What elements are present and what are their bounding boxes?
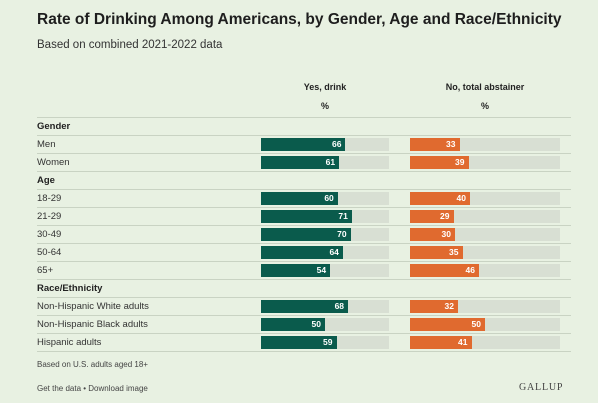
links-bar: Get the data • Download image	[37, 384, 148, 393]
row-divider	[37, 297, 571, 298]
bar-yes-drink	[261, 138, 346, 151]
gallup-logo: GALLUP	[519, 382, 564, 393]
bar-value-label: 41	[458, 337, 468, 347]
bar-track: 70	[261, 228, 389, 241]
bar-value-label: 32	[444, 301, 454, 311]
group-label: Race/Ethnicity	[37, 283, 103, 294]
chart-subtitle: Based on combined 2021-2022 data	[37, 39, 223, 51]
row-divider	[37, 279, 571, 280]
bar-yes-drink	[261, 210, 352, 223]
bar-value-label: 35	[449, 247, 459, 257]
bar-no-abstainer	[410, 228, 455, 241]
bar-no-abstainer	[410, 264, 479, 277]
row-divider	[37, 225, 571, 226]
bar-track: 59	[261, 336, 389, 349]
bar-no-abstainer	[410, 192, 470, 205]
bar-yes-drink	[261, 300, 349, 313]
bar-value-label: 64	[329, 247, 339, 257]
series-unit-1: %	[480, 101, 489, 111]
bar-value-label: 33	[446, 139, 456, 149]
row-divider	[37, 351, 571, 352]
row-label: 18-29	[37, 193, 62, 204]
series-header-1: No, total abstainer	[445, 82, 525, 92]
bar-track: 64	[261, 246, 389, 259]
bar-yes-drink	[261, 264, 331, 277]
bar-value-label: 61	[325, 157, 336, 167]
row-label: Hispanic adults	[37, 337, 102, 348]
bar-no-abstainer	[410, 336, 472, 349]
bar-yes-drink	[261, 246, 343, 259]
row-divider	[37, 171, 571, 172]
bar-value-label: 29	[440, 211, 450, 221]
bar-track: 66	[261, 138, 389, 151]
row-divider	[37, 117, 571, 118]
bar-value-label: 30	[441, 229, 451, 239]
bar-yes-drink	[261, 318, 325, 331]
bar-track: 32	[410, 300, 560, 313]
row-label: 65+	[37, 265, 54, 276]
bar-track: 50	[261, 318, 389, 331]
bar-track: 60	[261, 192, 389, 205]
bar-track: 33	[410, 138, 560, 151]
row-divider	[37, 315, 571, 316]
bar-track: 61	[261, 156, 389, 169]
row-label: Men	[37, 139, 56, 150]
row-divider	[37, 135, 571, 136]
bar-track: 41	[410, 336, 560, 349]
bar-track: 46	[410, 264, 560, 277]
bar-value-label: 66	[332, 139, 342, 149]
row-divider	[37, 333, 571, 334]
row-divider	[37, 189, 571, 190]
bar-track: 71	[261, 210, 389, 223]
row-divider	[37, 261, 571, 262]
group-label: Gender	[37, 121, 71, 132]
bar-value-label: 59	[323, 337, 333, 347]
bar-value-label: 50	[471, 319, 481, 329]
bar-yes-drink	[261, 192, 338, 205]
bar-track: 39	[410, 156, 560, 169]
group-label: Age	[37, 175, 55, 186]
download-image-link[interactable]: Download image	[88, 384, 148, 393]
bar-value-label: 71	[338, 211, 348, 221]
bar-track: 29	[410, 210, 560, 223]
bar-no-abstainer	[410, 138, 460, 151]
bar-track: 35	[410, 246, 560, 259]
row-label: 30-49	[37, 229, 62, 240]
row-label: Non-Hispanic White adults	[37, 301, 149, 312]
bar-no-abstainer	[410, 210, 454, 223]
bar-value-label: 60	[324, 193, 334, 203]
bar-value-label: 70	[337, 229, 347, 239]
link-separator: •	[81, 384, 89, 393]
row-divider	[37, 207, 571, 208]
row-label: 21-29	[37, 211, 62, 222]
bar-value-label: 54	[316, 265, 327, 275]
bar-track: 30	[410, 228, 560, 241]
series-header-0: Yes, drink	[303, 82, 347, 92]
chart-title: Rate of Drinking Among Americans, by Gen…	[37, 11, 562, 28]
bar-track: 40	[410, 192, 560, 205]
bar-no-abstainer	[410, 156, 469, 169]
bar-yes-drink	[261, 336, 337, 349]
row-divider	[37, 153, 571, 154]
row-label: Non-Hispanic Black adults	[37, 319, 148, 330]
bar-value-label: 50	[311, 319, 321, 329]
bar-yes-drink	[261, 156, 340, 169]
bar-value-label: 39	[455, 157, 465, 167]
bar-track: 50	[410, 318, 560, 331]
row-divider	[37, 243, 571, 244]
row-label: 50-64	[37, 247, 62, 258]
series-unit-0: %	[320, 101, 329, 111]
bar-value-label: 46	[465, 265, 475, 275]
bar-value-label: 40	[456, 193, 466, 203]
bar-no-abstainer	[410, 246, 463, 259]
get-data-link[interactable]: Get the data	[37, 384, 82, 393]
bar-no-abstainer	[410, 300, 458, 313]
bar-track: 54	[261, 264, 389, 277]
bar-yes-drink	[261, 228, 351, 241]
row-label: Women	[37, 157, 70, 168]
bar-no-abstainer	[410, 318, 485, 331]
footnote: Based on U.S. adults aged 18+	[37, 360, 148, 369]
bar-value-label: 68	[334, 301, 345, 311]
bar-track: 68	[261, 300, 389, 313]
